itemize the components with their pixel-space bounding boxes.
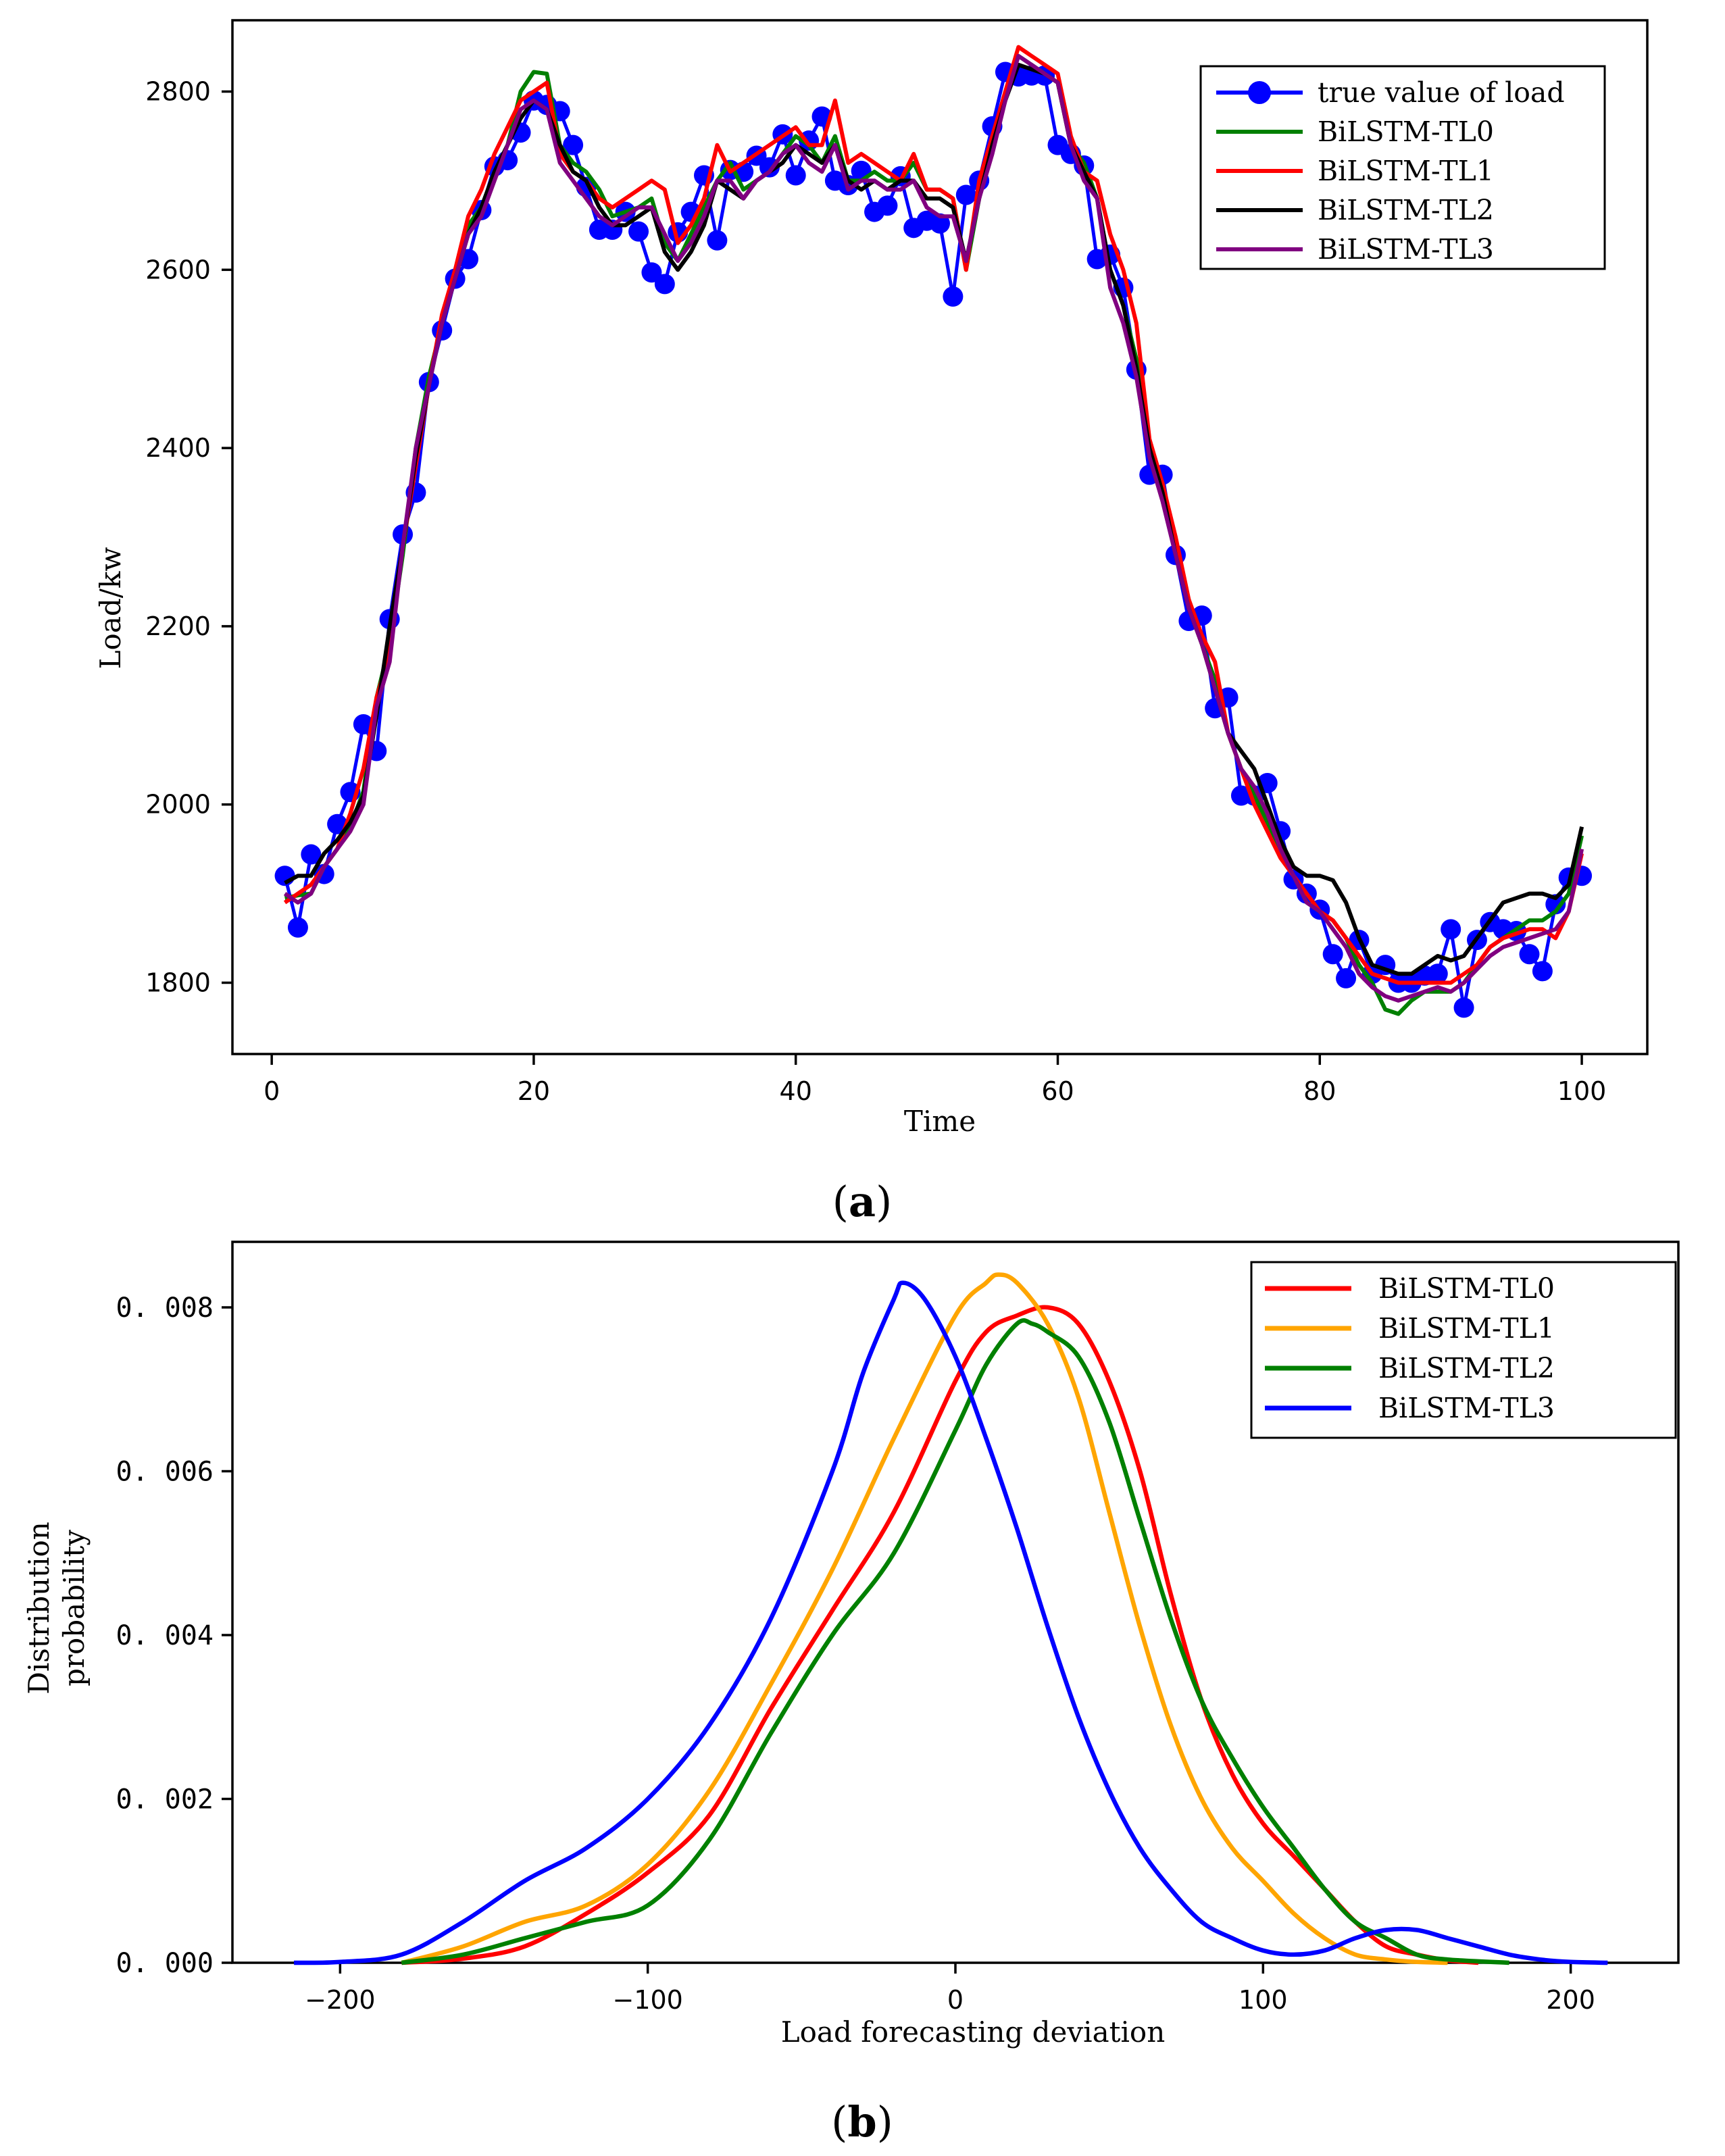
panel-a-series-bilstm-tl1 <box>283 45 1584 985</box>
panel-a-point-true-value-of-load-34 <box>707 230 728 251</box>
panel-a-point-true-value-of-load-30 <box>654 274 675 295</box>
panel-a-x-tick-label-0: 0 <box>264 1076 280 1106</box>
panel-b-x-tick-label-3: 100 <box>1239 1985 1288 2015</box>
panel-a-point-true-value-of-load-97 <box>1532 961 1553 982</box>
panel-a-x-tick-label-40: 40 <box>780 1076 812 1106</box>
panel-a-legend-label-bilstm-tl0: BiLSTM-TL0 <box>1318 116 1494 148</box>
panel-a-load-curves: 0 20 40 60 80 100 1800 2000 2200 2400 2600 2800 Ti… <box>94 19 1649 1226</box>
panel-b-x-tick-label-0: −200 <box>305 1985 375 2015</box>
panel-b-curve-bilstm-tl1 <box>401 1272 1448 1965</box>
panel-b-y-tick-label-2: 0. 004 <box>116 1620 214 1651</box>
panel-b-y-axis-title: Distribution probability <box>22 1522 91 1695</box>
panel-b-y-axis-title-line1: Distribution <box>22 1522 55 1695</box>
panel-a-point-true-value-of-load-5 <box>327 813 348 834</box>
panel-a-x-tick-label-100: 100 <box>1557 1076 1607 1106</box>
panel-b-legend-label-bilstm-tl1: BiLSTM-TL1 <box>1378 1312 1555 1345</box>
panel-b-y-axis-ticks: 0. 000 0. 002 0. 004 0. 006 0. 008 <box>116 1293 232 1979</box>
panel-b-curve-bilstm-tl3 <box>294 1280 1608 1965</box>
panel-a-y-tick-label-2600: 2600 <box>145 255 211 284</box>
panel-a-legend: true value of load BiLSTM-TL0 BiLSTM-TL1 Bi… <box>1199 65 1606 270</box>
panel-a-legend-item-bilstm-tl0: BiLSTM-TL0 <box>1216 116 1494 148</box>
panel-a-y-axis-title: Load/kw <box>94 547 127 670</box>
panel-b-x-axis-ticks: −200 −100 0 100 200 <box>305 1963 1595 2015</box>
panel-b-label: (b) <box>831 2097 893 2147</box>
panel-b-y-tick-label-4: 0. 008 <box>116 1293 214 1324</box>
panel-a-x-tick-label-20: 20 <box>518 1076 550 1106</box>
panel-a-point-true-value-of-load-90 <box>1441 919 1461 940</box>
panel-a-point-true-value-of-load-47 <box>877 195 898 216</box>
panel-a-legend-item-bilstm-tl3: BiLSTM-TL3 <box>1216 233 1494 266</box>
panel-a-y-tick-label-2800: 2800 <box>145 77 211 107</box>
panel-a-point-true-value-of-load-51 <box>930 213 950 234</box>
panel-b-legend-item-bilstm-tl0: BiLSTM-TL0 <box>1265 1272 1555 1305</box>
panel-a-y-axis-ticks: 1800 2000 2200 2400 2600 2800 <box>145 77 232 997</box>
panel-a-point-true-value-of-load-81 <box>1322 944 1343 965</box>
panel-b-series-group <box>294 1272 1608 1965</box>
panel-a-x-tick-label-80: 80 <box>1303 1076 1336 1106</box>
panel-a-legend-item-bilstm-tl2: BiLSTM-TL2 <box>1216 194 1494 226</box>
panel-a-legend-marker-true-value-of-load <box>1248 81 1271 104</box>
panel-a-y-tick-label-2200: 2200 <box>145 611 211 641</box>
panel-b-legend-item-bilstm-tl2: BiLSTM-TL2 <box>1265 1352 1555 1384</box>
panel-a-plot-frame <box>231 19 1649 1055</box>
panel-a-legend-label-true-value-of-load: true value of load <box>1318 76 1565 109</box>
panel-a-y-tick-label-2000: 2000 <box>145 790 211 820</box>
panel-a-x-axis-ticks: 0 20 40 60 80 100 <box>264 1054 1606 1106</box>
panel-a-point-true-value-of-load-98 <box>1545 894 1566 915</box>
panel-a-legend-label-bilstm-tl2: BiLSTM-TL2 <box>1318 194 1494 226</box>
panel-a-point-true-value-of-load-53 <box>955 184 976 205</box>
panel-b-legend: BiLSTM-TL0 BiLSTM-TL1 BiLSTM-TL2 BiLSTM-TL3 <box>1250 1261 1677 1439</box>
panel-b-curve-bilstm-tl2 <box>401 1318 1509 1965</box>
panel-b-x-axis-title: Load forecasting deviation <box>781 2015 1166 2049</box>
panel-a-legend-label-bilstm-tl1: BiLSTM-TL1 <box>1318 155 1494 187</box>
panel-b-x-tick-label-4: 200 <box>1546 1985 1595 2015</box>
panel-a-label: (a) <box>832 1177 893 1226</box>
panel-a-point-true-value-of-load-7 <box>353 713 374 734</box>
panel-a-point-true-value-of-load-89 <box>1427 963 1448 984</box>
panel-a-legend-item-true-value-of-load: true value of load <box>1216 76 1565 109</box>
panel-b-legend-item-bilstm-tl3: BiLSTM-TL3 <box>1265 1392 1555 1424</box>
panel-a-point-true-value-of-load-3 <box>301 844 322 865</box>
panel-a-line-bilstm-tl1 <box>283 45 1584 985</box>
panel-b-legend-label-bilstm-tl3: BiLSTM-TL3 <box>1378 1392 1555 1424</box>
panel-b-y-tick-label-3: 0. 006 <box>116 1457 214 1488</box>
panel-a-point-true-value-of-load-91 <box>1453 997 1474 1018</box>
panel-a-point-true-value-of-load-23 <box>563 134 584 155</box>
panel-a-x-tick-label-60: 60 <box>1041 1076 1074 1106</box>
panel-b-deviation-density: −200 −100 0 100 200 0. 000 0. 002 0. 004 0. 006… <box>22 1240 1680 2147</box>
panel-b-legend-item-bilstm-tl1: BiLSTM-TL1 <box>1265 1312 1555 1345</box>
panel-a-point-true-value-of-load-82 <box>1336 968 1357 988</box>
panel-a-label-letter: a <box>849 1177 876 1226</box>
panel-b-x-tick-label-2: 0 <box>947 1985 964 2015</box>
panel-b-legend-label-bilstm-tl0: BiLSTM-TL0 <box>1378 1272 1555 1305</box>
panel-b-x-tick-label-1: −100 <box>612 1985 682 2015</box>
panel-a-series-bilstm-tl3 <box>283 53 1584 1003</box>
panel-b-y-axis-title-line2: probability <box>57 1530 91 1686</box>
panel-b-y-tick-label-1: 0. 002 <box>116 1784 214 1815</box>
panel-a-legend-item-bilstm-tl1: BiLSTM-TL1 <box>1216 155 1494 187</box>
panel-a-point-true-value-of-load-40 <box>785 165 806 186</box>
panel-b-y-tick-label-0: 0. 000 <box>116 1948 214 1979</box>
panel-a-y-tick-label-2400: 2400 <box>145 433 211 463</box>
panel-b-legend-label-bilstm-tl2: BiLSTM-TL2 <box>1378 1352 1555 1384</box>
panel-b-label-letter: b <box>847 2097 876 2147</box>
panel-a-point-true-value-of-load-96 <box>1519 944 1540 965</box>
panel-a-point-true-value-of-load-29 <box>641 262 662 283</box>
panel-a-x-axis-title: Time <box>904 1105 976 1138</box>
panel-a-point-true-value-of-load-2 <box>287 917 308 938</box>
panel-a-y-tick-label-1800: 1800 <box>145 968 211 997</box>
panel-a-point-true-value-of-load-52 <box>943 286 964 307</box>
panel-a-legend-label-bilstm-tl3: BiLSTM-TL3 <box>1318 233 1494 266</box>
panel-a-line-bilstm-tl3 <box>283 53 1584 1003</box>
panel-a-series-group <box>274 45 1593 1018</box>
panel-a-point-true-value-of-load-28 <box>628 221 649 242</box>
